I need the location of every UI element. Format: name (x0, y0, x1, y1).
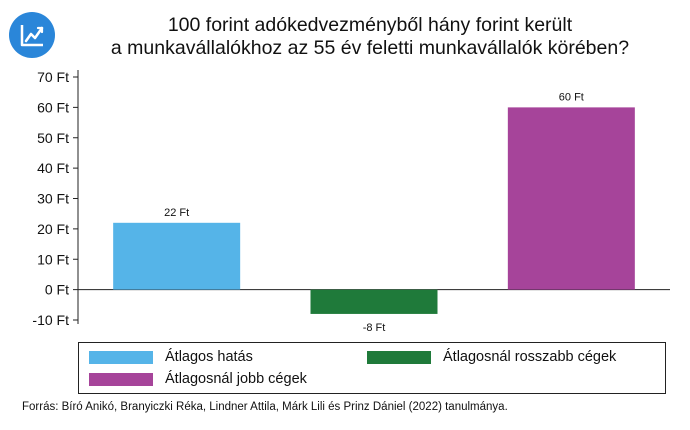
bar (310, 289, 438, 314)
bar-value-label: -8 Ft (363, 322, 386, 334)
chart-title: 100 forint adókedvezményből hány forint … (70, 14, 670, 60)
chart-title-line-2: a munkavállalókhoz az 55 év feletti munk… (110, 37, 630, 59)
legend-label-atlagos: Átlagos hatás (165, 349, 253, 365)
legend-swatch-jobb (89, 372, 153, 386)
legend-label-jobb: Átlagosnál jobb cégek (165, 371, 307, 387)
source-note: Forrás: Bíró Anikó, Branyiczki Réka, Lin… (22, 401, 508, 413)
y-tick-label: 10 Ft (37, 251, 69, 267)
y-tick-label: 30 Ft (37, 191, 69, 207)
y-tick-label: 20 Ft (37, 221, 69, 237)
y-tick-label: -10 Ft (32, 312, 69, 328)
chart-title-line-1: 100 forint adókedvezményből hány forint … (167, 14, 573, 36)
bar-value-label: 60 Ft (559, 91, 584, 103)
legend-item-rosszabb: Átlagosnál rosszabb cégek (367, 349, 616, 365)
legend-item-atlagos: Átlagos hatás (89, 349, 253, 365)
legend-swatch-rosszabb (367, 350, 431, 364)
y-tick-label: 40 Ft (37, 160, 69, 176)
y-tick-label: 50 Ft (37, 130, 69, 146)
bar-chart: -10 Ft 0 Ft 10 Ft 20 Ft 30 Ft 40 Ft 50 Ft 60 Ft… (32, 69, 670, 334)
chart-legend: Átlagos hatás Átlagosnál rosszabb cégek … (78, 342, 666, 394)
legend-label-rosszabb: Átlagosnál rosszabb cégek (443, 349, 617, 365)
bar (507, 107, 635, 290)
y-tick-label: 70 Ft (37, 69, 69, 85)
y-tick-label: 60 Ft (37, 99, 69, 115)
legend-swatch-atlagos (89, 350, 153, 364)
chart-trend-icon (9, 12, 55, 58)
y-tick-label: 0 Ft (45, 282, 69, 298)
bar-value-label: 22 Ft (164, 207, 189, 219)
legend-item-jobb: Átlagosnál jobb cégek (89, 371, 307, 387)
bar (113, 222, 241, 290)
